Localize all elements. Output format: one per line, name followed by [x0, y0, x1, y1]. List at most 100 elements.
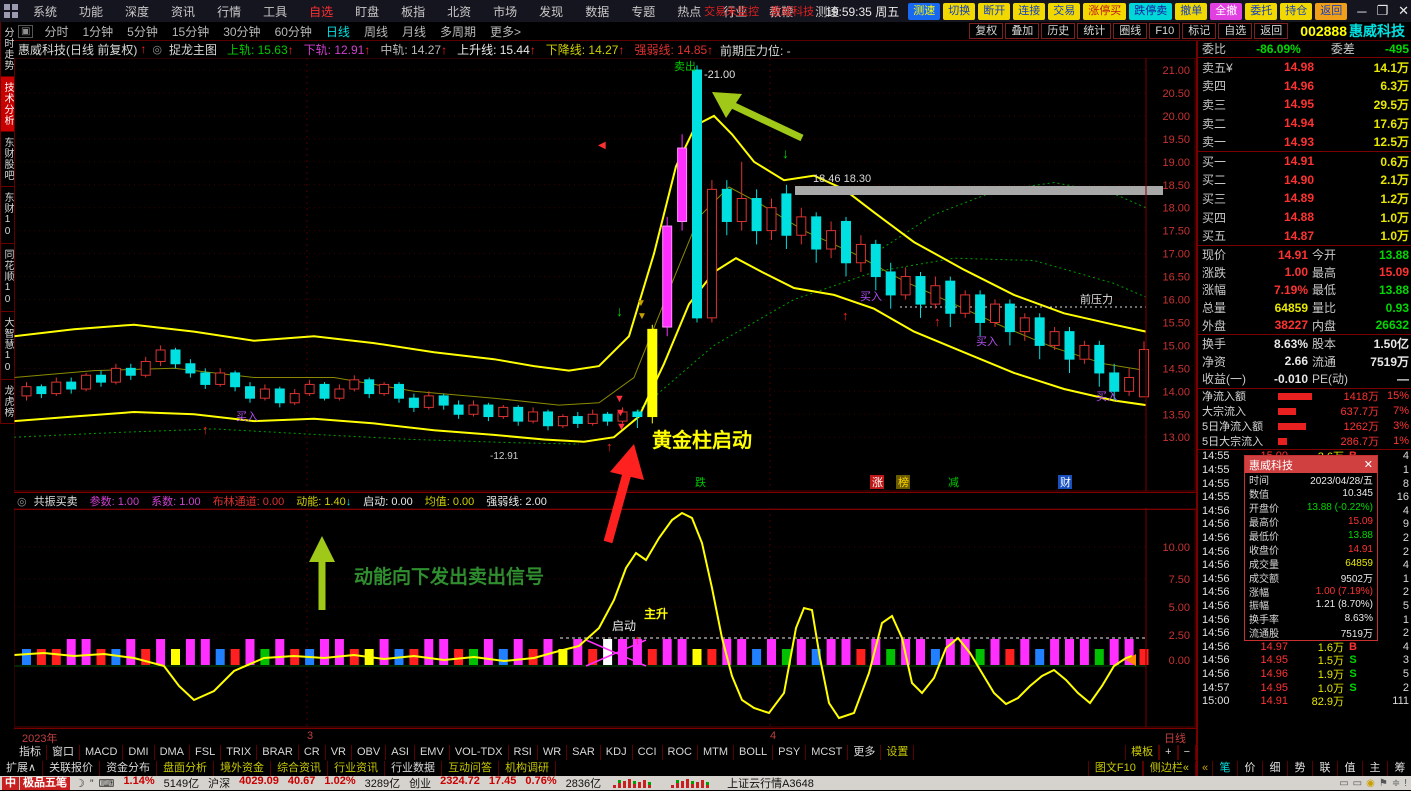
- quote-tab-主[interactable]: 主: [1363, 760, 1388, 776]
- tick-row[interactable]: 14:56 5: [1198, 599, 1411, 613]
- popup-close-icon[interactable]: ✕: [1363, 459, 1373, 471]
- minimize-button[interactable]: ─: [1357, 3, 1367, 19]
- period-5分钟[interactable]: 5分钟: [127, 24, 158, 39]
- sidebar-item-东财股吧[interactable]: 东财股吧: [0, 132, 15, 187]
- collapse-icon[interactable]: ◎: [152, 43, 162, 56]
- chart-button-F10[interactable]: F10: [1149, 23, 1181, 39]
- period-60分钟[interactable]: 60分钟: [274, 24, 312, 39]
- top-button-交易[interactable]: 交易: [1048, 2, 1081, 20]
- info-tab-机构调研[interactable]: 机构调研: [499, 760, 557, 776]
- period-周线[interactable]: 周线: [363, 24, 388, 39]
- chart-button-统计[interactable]: 统计: [1077, 23, 1112, 39]
- status-icon[interactable]: !: [1404, 777, 1407, 789]
- top-button-测速[interactable]: 测速: [908, 2, 941, 20]
- indicator-tab-BOLL[interactable]: BOLL: [734, 744, 774, 760]
- ime-tool-icon[interactable]: ☽: [75, 777, 85, 790]
- bid-row[interactable]: 买一 14.91 0.6万: [1198, 152, 1411, 171]
- menu-item-深度[interactable]: 深度: [125, 4, 150, 19]
- quote-tabs-collapse[interactable]: «: [1198, 760, 1213, 776]
- menu-item-数据[interactable]: 数据: [585, 4, 610, 19]
- info-tab-关联报价[interactable]: 关联报价: [43, 760, 101, 776]
- info-tab-互动问答[interactable]: 互动问答: [442, 760, 500, 776]
- template-control-−[interactable]: −: [1177, 744, 1196, 760]
- indicator-tab-指标[interactable]: 指标: [14, 744, 47, 760]
- status-icon[interactable]: ▭: [1339, 777, 1349, 789]
- period-1分钟[interactable]: 1分钟: [82, 24, 114, 39]
- status-icon[interactable]: ◉: [1366, 777, 1375, 789]
- top-button-返回[interactable]: 返回: [1315, 2, 1348, 20]
- menu-item-专题[interactable]: 专题: [631, 4, 656, 19]
- ime-icon[interactable]: 中: [2, 776, 19, 790]
- quote-tab-笔[interactable]: 笔: [1213, 760, 1238, 776]
- tick-row[interactable]: 14:56 9: [1198, 518, 1411, 532]
- bid-row[interactable]: 买三 14.89 1.2万: [1198, 189, 1411, 208]
- indicator-tab-VR[interactable]: VR: [326, 744, 352, 760]
- quote-tab-价[interactable]: 价: [1238, 760, 1263, 776]
- top-button-持仓[interactable]: 持仓: [1280, 2, 1313, 20]
- info-tab-综合资讯[interactable]: 综合资讯: [271, 760, 329, 776]
- quote-tab-势[interactable]: 势: [1288, 760, 1313, 776]
- status-icon[interactable]: ≑: [1391, 777, 1401, 789]
- indicator-tab-PSY[interactable]: PSY: [773, 744, 807, 760]
- menu-item-盯盘[interactable]: 盯盘: [355, 4, 380, 19]
- period-更多>[interactable]: 更多>: [489, 24, 521, 39]
- indicator-tab-EMV[interactable]: EMV: [415, 744, 450, 760]
- ask-row[interactable]: 卖四 14.96 6.3万: [1198, 77, 1411, 96]
- tick-row[interactable]: 14:57 14.95 1.0万 S 2: [1198, 681, 1411, 695]
- indicator-tab-FSL[interactable]: FSL: [190, 744, 222, 760]
- menu-item-行情[interactable]: 行情: [217, 4, 242, 19]
- main-candle-chart[interactable]: 21.00 20.50 20.00 19.50 19.00 18.50 18.00 17.50…: [14, 58, 1196, 492]
- top-button-断开[interactable]: 断开: [978, 2, 1011, 20]
- period-15分钟[interactable]: 15分钟: [171, 24, 210, 39]
- menu-item-板指[interactable]: 板指: [401, 4, 426, 19]
- sidebar-item-东财10[interactable]: 东财10: [0, 187, 15, 244]
- bid-row[interactable]: 买五 14.87 1.0万: [1198, 226, 1411, 245]
- info-tab-扩展∧[interactable]: 扩展∧: [0, 760, 44, 776]
- close-button[interactable]: ✕: [1398, 3, 1409, 18]
- bid-row[interactable]: 买二 14.90 2.1万: [1198, 171, 1411, 190]
- indicator-tab-设置[interactable]: 设置: [881, 744, 915, 760]
- menu-item-功能[interactable]: 功能: [79, 4, 104, 19]
- popup-title-bar[interactable]: 惠威科技 ✕: [1245, 456, 1377, 473]
- bid-row[interactable]: 买四 14.88 1.0万: [1198, 208, 1411, 227]
- top-button-委托[interactable]: 委托: [1245, 2, 1278, 20]
- info-tab-资金分布[interactable]: 资金分布: [100, 760, 158, 776]
- menu-item-教鞭[interactable]: 教鞭: [769, 4, 794, 19]
- chart-button-历史[interactable]: 历史: [1041, 23, 1076, 39]
- quote-tab-筹[interactable]: 筹: [1388, 761, 1411, 776]
- tick-row[interactable]: 14:56 2: [1198, 531, 1411, 545]
- ime-tool-icon[interactable]: ”: [89, 777, 94, 790]
- top-button-全撤[interactable]: 全撤: [1210, 2, 1243, 20]
- indicator-tab-CR[interactable]: CR: [299, 744, 326, 760]
- sidebar-item-分时走势[interactable]: 分时走势: [0, 22, 15, 77]
- info-tab-图文F10[interactable]: 图文F10: [1087, 760, 1143, 776]
- indicator-tab-VOL-TDX[interactable]: VOL-TDX: [450, 744, 509, 760]
- sidebar-item-技术分析[interactable]: 技术分析: [0, 77, 15, 132]
- ask-row[interactable]: 卖五¥ 14.98 14.1万: [1198, 58, 1411, 77]
- template-control-+[interactable]: +: [1159, 744, 1178, 760]
- top-button-撤单[interactable]: 撤单: [1175, 2, 1208, 20]
- tick-row[interactable]: 14:56 2: [1198, 545, 1411, 559]
- indicator-tab-更多[interactable]: 更多: [848, 744, 882, 760]
- period-多周期[interactable]: 多周期: [439, 24, 476, 39]
- tick-row[interactable]: 15:00 14.91 82.9万 111: [1198, 694, 1411, 708]
- menu-item-北资[interactable]: 北资: [447, 4, 472, 19]
- period-分时[interactable]: 分时: [44, 24, 69, 39]
- restore-button[interactable]: ❐: [1376, 3, 1389, 18]
- template-control-模板[interactable]: 模板: [1125, 744, 1160, 760]
- indicator-tab-KDJ[interactable]: KDJ: [601, 744, 633, 760]
- ask-row[interactable]: 卖二 14.94 17.6万: [1198, 114, 1411, 133]
- indicator-tab-OBV[interactable]: OBV: [352, 744, 387, 760]
- menu-item-系统[interactable]: 系统: [33, 4, 58, 19]
- indicator-tab-ASI[interactable]: ASI: [386, 744, 415, 760]
- info-tab-境外资金[interactable]: 境外资金: [214, 760, 272, 776]
- indicator-name[interactable]: 捉龙主图: [168, 42, 217, 57]
- indicator-tab-DMI[interactable]: DMI: [123, 744, 155, 760]
- quote-tab-联[interactable]: 联: [1313, 760, 1338, 776]
- sidebar-item-大智慧10[interactable]: 大智慧10: [0, 312, 15, 380]
- tick-row[interactable]: 14:55 16: [1198, 490, 1411, 504]
- indicator-tab-TRIX[interactable]: TRIX: [221, 744, 258, 760]
- menu-item-自选[interactable]: 自选: [309, 4, 334, 19]
- tick-row[interactable]: 14:56 4: [1198, 558, 1411, 572]
- indicator-tab-ROC[interactable]: ROC: [663, 744, 698, 760]
